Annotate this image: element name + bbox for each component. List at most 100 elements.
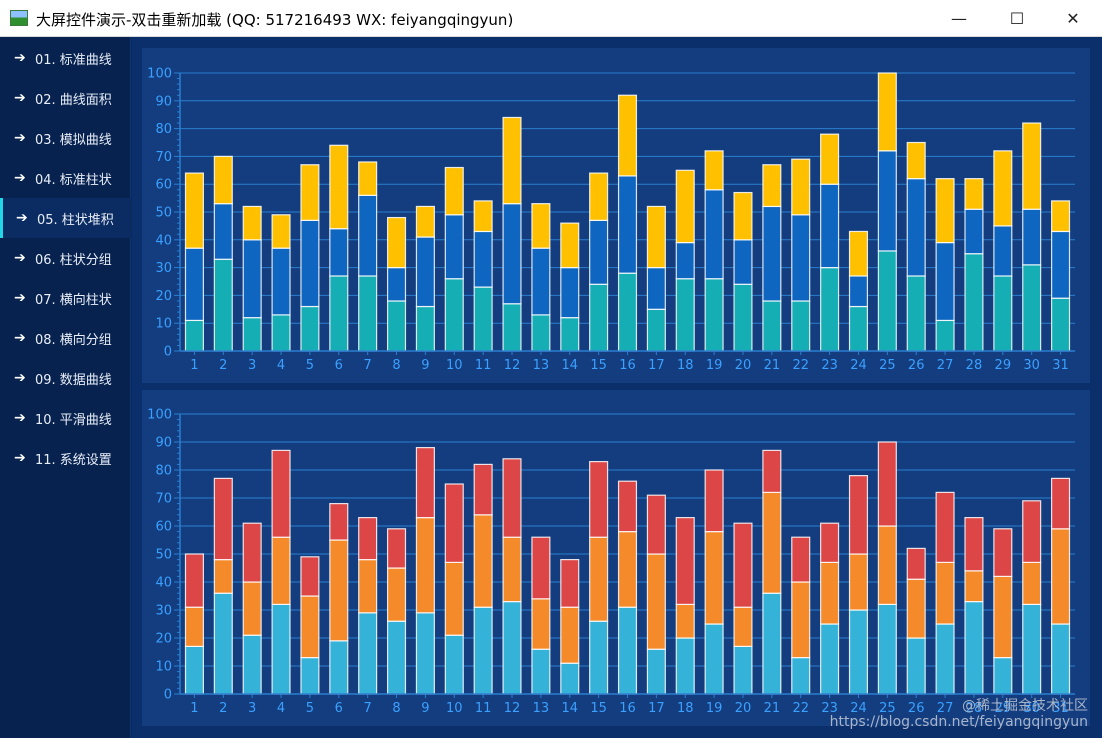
bar-segment-s2-20: [733, 239, 753, 285]
sidebar-item-standard-curve[interactable]: ➔ 01. 标准曲线: [0, 38, 131, 78]
sidebar-item-simulated-curve[interactable]: ➔ 03. 模拟曲线: [0, 118, 131, 158]
bar-segment-s3-26: [906, 141, 926, 180]
sidebar-item-system-settings[interactable]: ➔ 11. 系统设置: [0, 438, 131, 478]
arrow-right-icon: ➔: [14, 130, 26, 146]
bar-segment-s3-21: [762, 164, 782, 208]
bar-segment-s3-28: [964, 516, 984, 572]
x-tick-label: 28: [966, 358, 983, 373]
chart-panel-bottom: 0 10 20 30 40 50 60 70 80 90 100 1 2 3 4 5 6 7 8 9 10 11 12 13 1…: [142, 390, 1090, 726]
main-content: 0 10 20 30 40 50 60 70 80 90 100 1 2 3 4 5 6 7 8 9 10 11 12 13 1…: [132, 37, 1102, 738]
bar-segment-s3-27: [935, 491, 955, 564]
bar-segment-s1-16: [617, 606, 638, 695]
x-tick-label: 15: [590, 701, 607, 716]
x-tick-label: 6: [335, 701, 343, 716]
bar-segment-s3-3: [242, 522, 262, 583]
bar-segment-s3-10: [444, 483, 464, 564]
bar-segment-s1-3: [242, 634, 262, 695]
bar-segment-s2-27: [935, 561, 955, 625]
x-tick-label: 18: [677, 358, 694, 373]
sidebar-item-grouped-bar[interactable]: ➔ 06. 柱状分组: [0, 238, 131, 278]
title-bar: 大屏控件演示-双击重新加载 (QQ: 517216493 WX: feiyang…: [0, 0, 1102, 37]
bar-segment-s1-18: [675, 637, 695, 695]
bar-segment-s1-22: [791, 300, 811, 352]
bar-segment-s3-10: [444, 166, 464, 216]
sidebar-item-label: 02. 曲线面积: [35, 92, 112, 108]
bar-segment-s1-19: [704, 278, 724, 352]
bar-segment-s2-14: [560, 606, 580, 664]
bar-segment-s1-26: [906, 637, 926, 695]
x-tick-label: 17: [648, 701, 665, 716]
x-tick-label: 16: [619, 358, 636, 373]
x-tick-label: 25: [879, 701, 896, 716]
arrow-right-icon: ➔: [14, 370, 26, 386]
close-button[interactable]: ✕: [1066, 8, 1080, 28]
bar-segment-s2-11: [473, 514, 493, 608]
bar-segment-s1-25: [877, 603, 897, 695]
bar-segment-s1-3: [242, 317, 262, 352]
bar-segment-s1-28: [964, 601, 984, 695]
bar-segment-s1-11: [473, 286, 493, 352]
bar-segment-s2-5: [300, 219, 320, 308]
y-tick-label: 90: [155, 436, 172, 451]
bar-segment-s1-12: [502, 601, 522, 695]
x-tick-label: 27: [937, 701, 954, 716]
x-tick-label: 23: [821, 358, 838, 373]
arrow-right-icon: ➔: [14, 410, 26, 426]
maximize-button[interactable]: ☐: [1009, 8, 1025, 28]
x-tick-label: 26: [908, 701, 925, 716]
sidebar-nav: ➔ 01. 标准曲线 ➔ 02. 曲线面积 ➔ 03. 模拟曲线 ➔ 04. 标…: [0, 37, 131, 738]
sidebar-item-standard-bar[interactable]: ➔ 04. 标准柱状: [0, 158, 131, 198]
bar-segment-s2-29: [993, 575, 1013, 659]
bar-segment-s2-23: [820, 183, 840, 269]
sidebar-item-label: 01. 标准曲线: [35, 52, 112, 68]
x-tick-label: 21: [764, 701, 781, 716]
bar-segment-s1-6: [329, 640, 349, 695]
bar-segment-s2-25: [877, 150, 897, 252]
x-tick-label: 12: [504, 701, 521, 716]
bar-segment-s3-8: [386, 528, 407, 569]
bar-segment-s3-16: [617, 94, 638, 177]
bar-segment-s3-25: [877, 441, 897, 527]
sidebar-item-stacked-bar[interactable]: ➔ 05. 柱状堆积: [0, 198, 131, 238]
minimize-button[interactable]: —: [951, 8, 967, 28]
bar-segment-s1-5: [300, 657, 320, 695]
bar-segment-s2-13: [531, 598, 551, 650]
bar-segment-s2-18: [675, 603, 695, 639]
bar-segment-s3-1: [184, 553, 204, 608]
x-tick-label: 24: [850, 358, 867, 373]
bar-segment-s2-26: [906, 578, 926, 639]
sidebar-item-label: 04. 标准柱状: [35, 172, 112, 188]
bar-segment-s1-29: [993, 657, 1013, 695]
bar-segment-s1-1: [184, 645, 204, 695]
bar-segment-s3-24: [848, 230, 869, 277]
sidebar-item-label: 06. 柱状分组: [35, 252, 112, 268]
bar-segment-s1-10: [444, 278, 464, 352]
bar-segment-s1-15: [589, 620, 609, 695]
x-tick-label: 1: [190, 358, 198, 373]
y-tick-label: 100: [147, 67, 172, 82]
bar-segment-s1-7: [358, 612, 378, 695]
sidebar-item-smooth-curve[interactable]: ➔ 10. 平滑曲线: [0, 398, 131, 438]
bar-segment-s1-11: [473, 606, 493, 695]
sidebar-item-data-curve[interactable]: ➔ 09. 数据曲线: [0, 358, 131, 398]
x-tick-label: 12: [504, 358, 521, 373]
bar-segment-s3-4: [271, 449, 291, 538]
x-tick-label: 27: [937, 358, 954, 373]
y-tick-label: 40: [155, 233, 172, 248]
bar-segment-s3-29: [993, 150, 1013, 227]
bar-segment-s2-30: [1022, 208, 1042, 266]
x-tick-label: 25: [879, 358, 896, 373]
x-tick-label: 3: [248, 358, 256, 373]
bar-segment-s1-15: [589, 283, 609, 352]
bar-segment-s3-11: [473, 200, 493, 233]
sidebar-item-horizontal-bar[interactable]: ➔ 07. 横向柱状: [0, 278, 131, 318]
bar-segment-s1-13: [531, 314, 551, 352]
bar-segment-s1-20: [733, 283, 753, 352]
bar-segment-s1-22: [791, 657, 811, 695]
sidebar-item-curve-area[interactable]: ➔ 02. 曲线面积: [0, 78, 131, 118]
sidebar-item-label: 11. 系统设置: [35, 452, 112, 468]
bar-segment-s3-20: [733, 191, 753, 241]
bar-segment-s1-4: [271, 314, 291, 352]
bar-segment-s3-24: [848, 474, 869, 555]
sidebar-item-horizontal-group[interactable]: ➔ 08. 横向分组: [0, 318, 131, 358]
